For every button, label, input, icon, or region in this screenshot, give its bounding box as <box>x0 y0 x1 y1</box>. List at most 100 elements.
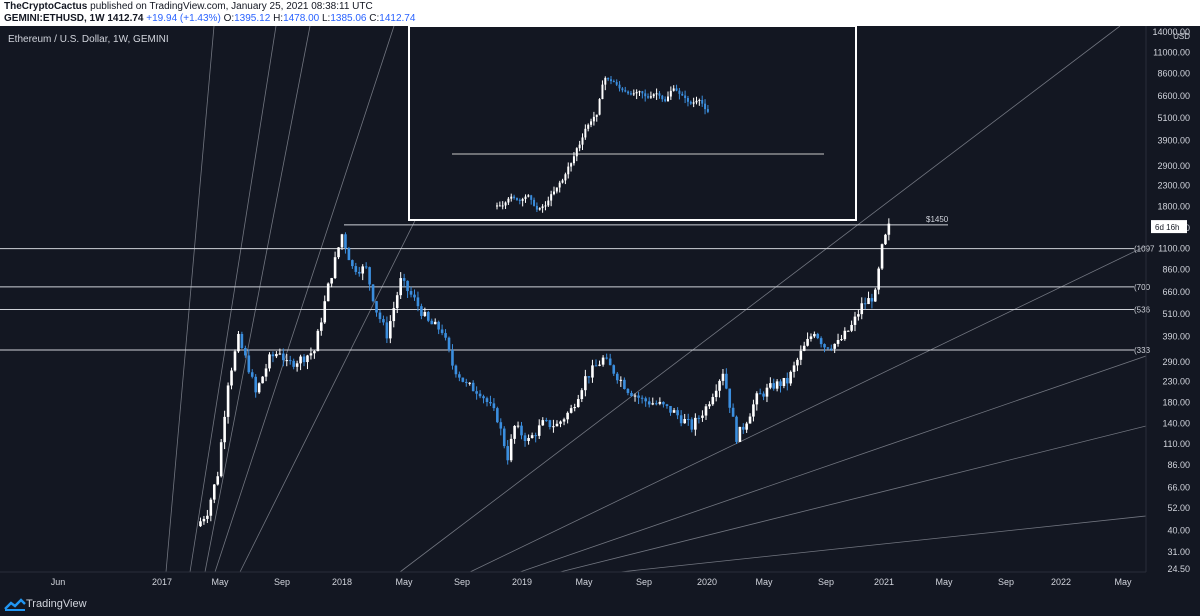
open-label: O: <box>223 13 235 24</box>
candle-body <box>489 402 492 404</box>
candle-body <box>846 330 850 332</box>
low-label: L: <box>322 13 331 24</box>
candle-body <box>555 423 559 427</box>
chart-title: Ethereum / U.S. Dollar, 1W, GEMINI <box>8 34 169 45</box>
inset-candle-body <box>692 102 695 104</box>
candle-body <box>887 223 891 235</box>
tradingview-brand[interactable]: TradingView <box>26 598 87 610</box>
inset-candle-body <box>658 93 661 96</box>
candle-body <box>288 360 292 362</box>
fan-line <box>469 245 1147 573</box>
x-tick-label: 2018 <box>332 577 352 587</box>
candle-body <box>375 301 378 313</box>
candle-body <box>697 417 701 419</box>
x-tick-label: 2020 <box>697 577 717 587</box>
inset-candle-body <box>578 144 581 149</box>
candle-body <box>633 395 637 397</box>
candle-body <box>509 438 513 461</box>
y-axis-unit: USD <box>1173 32 1190 41</box>
candle-body <box>530 435 534 439</box>
candle-body <box>433 321 437 325</box>
candle-body <box>640 397 644 399</box>
fan-line <box>519 355 1147 573</box>
candle-body <box>468 382 472 384</box>
candle-body <box>420 306 423 316</box>
price-chart[interactable]: $1450 (1097 (700 (536 (333 14000.00 11000.00 8… <box>0 26 1200 594</box>
candle-body <box>485 398 489 403</box>
x-tick-label: 2021 <box>874 577 894 587</box>
candle-body <box>447 337 451 350</box>
candle-body <box>884 234 887 245</box>
candle-body <box>344 234 347 249</box>
candle-body <box>216 476 220 485</box>
candle-body <box>237 333 240 352</box>
inset-candle-body <box>547 200 550 206</box>
footer-bar: TradingView <box>0 594 1200 616</box>
level-label: (700 <box>1134 283 1151 292</box>
candle-body <box>799 350 803 360</box>
x-tick-label: May <box>575 577 593 587</box>
candle-body <box>809 336 813 339</box>
candle-body <box>816 333 820 339</box>
candle-body <box>406 280 409 292</box>
y-tick-label: 31.00 <box>1167 547 1190 557</box>
candle-body <box>240 333 244 349</box>
countdown-tag <box>1151 220 1187 234</box>
inset-candle-body <box>524 196 527 200</box>
candle-body <box>829 348 833 350</box>
low-value: 1385.06 <box>330 13 367 24</box>
candle-body <box>416 297 420 307</box>
candle-body <box>516 425 520 427</box>
x-tick-label: Sep <box>818 577 834 587</box>
candle-body <box>853 316 857 325</box>
candle-body <box>608 358 612 366</box>
author-name[interactable]: TheCryptoCactus <box>4 1 88 12</box>
open-value: 1395.12 <box>234 13 271 24</box>
candle-body <box>541 420 545 426</box>
candle-body <box>843 330 847 340</box>
candle-body <box>268 354 271 369</box>
candle-body <box>399 278 402 296</box>
candle-body <box>728 388 732 408</box>
y-tick-label: 180.00 <box>1162 397 1190 407</box>
inset-candle-body <box>610 79 612 82</box>
candle-body <box>813 333 816 337</box>
ohlc-line: GEMINI:ETHUSD, 1W 1412.74 +19.94 (+1.43%… <box>4 13 415 24</box>
candle-body <box>330 278 333 284</box>
candle-body <box>619 379 623 381</box>
candle-body <box>769 383 772 388</box>
x-tick-label: May <box>211 577 229 587</box>
inset-candle-body <box>615 82 618 85</box>
candle-body <box>711 397 715 405</box>
candle-body <box>482 396 485 399</box>
candle-body <box>718 380 721 391</box>
candle-body <box>247 355 251 373</box>
candle-body <box>392 308 396 322</box>
candle-body <box>430 320 434 325</box>
candle-body <box>683 419 686 424</box>
publish-info: TheCryptoCactus published on TradingView… <box>4 1 373 12</box>
candle-body <box>302 356 306 363</box>
inset-candle-body <box>567 166 570 175</box>
y-tick-label: 390.00 <box>1162 332 1190 342</box>
candle-body <box>850 324 853 331</box>
inset-candle-body <box>541 206 544 209</box>
countdown-label: 6d 16h <box>1155 223 1179 232</box>
inset-candle-body <box>584 128 587 138</box>
inset-candle-body <box>695 100 698 103</box>
inset-candle-body <box>621 88 624 91</box>
candle-body <box>282 353 285 361</box>
time-axis[interactable]: Jun 2017 May Sep 2018 May Sep 2019 May Sep 2020 May… <box>51 577 1132 587</box>
tradingview-logo-icon[interactable] <box>4 598 26 612</box>
candle-body <box>223 416 226 443</box>
inset-candle-body <box>592 116 595 122</box>
inset-panel <box>408 26 857 221</box>
publish-header: TheCryptoCactus published on TradingView… <box>0 0 1200 26</box>
candle-body <box>857 314 860 317</box>
level-label: $1450 <box>926 215 949 224</box>
inset-candle-body <box>629 93 632 95</box>
inset-candle-body <box>681 93 684 96</box>
candle-body <box>451 349 454 366</box>
candle-body <box>513 425 516 439</box>
price-axis[interactable]: 14000.00 11000.00 8600.00 6600.00 5100.00 390… <box>1151 27 1190 574</box>
